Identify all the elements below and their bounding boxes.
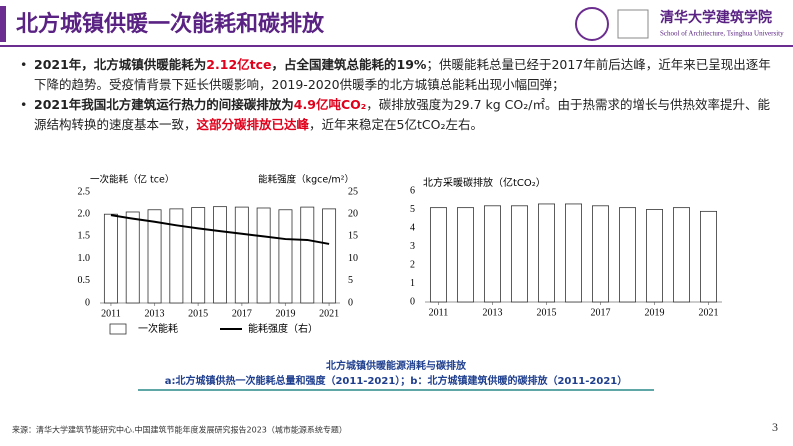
- legend-label: 能耗强度（右）: [248, 322, 318, 335]
- bullet-text: 2.12亿tce: [206, 57, 272, 72]
- bar: [429, 207, 447, 303]
- y-tick-label: 2.5: [78, 186, 91, 197]
- legend-label: 一次能耗: [138, 322, 178, 335]
- bar: [456, 207, 474, 303]
- bar: [256, 207, 271, 304]
- y-tick-label: 2: [410, 259, 415, 270]
- x-tick-label: 2021: [699, 307, 719, 318]
- bar: [191, 207, 206, 304]
- bullet-text: 4.9亿吨CO₂: [293, 97, 367, 112]
- caption-text: a:北方城镇供热一次能耗总量和强度（2011-2021）；b：北方城镇建筑供暖的…: [165, 374, 628, 387]
- line: [110, 214, 330, 245]
- bar: [125, 211, 140, 304]
- y2-tick-label: 25: [348, 186, 358, 197]
- bar: [234, 206, 249, 304]
- source: 来源：清华大学建筑节能研究中心.中国建筑节能年度发展研究报告2023（城市能源系…: [12, 425, 347, 435]
- title-accent: [0, 6, 6, 42]
- bar: [538, 203, 556, 303]
- bullet: 2021年我国北方建筑运行热力的间接碳排放为4.9亿吨CO₂，碳排放强度为29.…: [18, 95, 773, 135]
- bullet-text: 2021年我国北方建筑运行热力的间接碳排放为: [34, 97, 294, 112]
- y-axis-title: 一次能耗（亿 tce）: [90, 174, 174, 186]
- bullet-text: 这部分碳排放已达峰: [196, 117, 310, 132]
- bar: [565, 203, 583, 303]
- bar: [700, 210, 718, 303]
- bar: [300, 206, 315, 304]
- y-tick-label: 1: [410, 278, 415, 289]
- bar: [619, 207, 637, 303]
- bar: [278, 209, 293, 304]
- x-tick-label: 2015: [188, 308, 208, 319]
- x-tick-label: 2013: [483, 307, 503, 318]
- logo-emblem: [575, 7, 609, 41]
- legend-swatch: [109, 323, 127, 335]
- y2-tick-label: 0: [348, 297, 353, 308]
- bar: [510, 205, 528, 303]
- y-tick-label: 1.5: [78, 231, 91, 242]
- y-tick-label: 2.0: [78, 208, 91, 219]
- bullet-text: ，占全国建筑总能耗的19%: [271, 57, 427, 72]
- logo-subtitle: School of Architecture, Tsinghua Univers…: [660, 30, 784, 38]
- y-tick-label: 4: [410, 222, 415, 233]
- x-tick-label: 2011: [101, 308, 121, 319]
- bar: [322, 208, 337, 304]
- y-tick-label: 5: [410, 204, 415, 215]
- bullet: 2021年，北方城镇供暖能耗为2.12亿tce，占全国建筑总能耗的19%；供暖能…: [18, 55, 773, 95]
- y-tick-label: 0: [85, 297, 90, 308]
- x-tick-label: 2015: [537, 307, 557, 318]
- page-number: 3: [772, 420, 778, 434]
- x-tick-label: 2019: [275, 308, 295, 319]
- y-tick-label: 0: [410, 296, 415, 307]
- logo-building: [617, 9, 649, 39]
- logo-name: 清华大学建筑学院: [660, 9, 772, 26]
- chart-title: 北方采暖碳排放（亿tCO₂）: [423, 176, 546, 189]
- bar: [673, 207, 691, 303]
- x-tick-label: 2011: [429, 307, 449, 318]
- x-tick-label: 2017: [232, 308, 252, 319]
- y-tick-label: 1.0: [78, 253, 91, 264]
- y2-axis-title: 能耗强度（kgce/m²）: [258, 174, 354, 186]
- x-tick-label: 2013: [145, 308, 165, 319]
- y2-tick-label: 15: [348, 231, 358, 242]
- y2-tick-label: 10: [348, 253, 358, 264]
- bullet-text: ，近年来稳定在5亿tCO₂左右。: [309, 117, 483, 132]
- bullet-text: 2021年，北方城镇供暖能耗为: [34, 57, 207, 72]
- bullets: 2021年，北方城镇供暖能耗为2.12亿tce，占全国建筑总能耗的19%；供暖能…: [18, 55, 773, 135]
- y2-tick-label: 5: [348, 275, 353, 286]
- caption-title: 北方城镇供暖能源消耗与碳排放: [326, 359, 467, 372]
- y-tick-label: 0.5: [78, 275, 91, 286]
- slide-title: 北方城镇供暖一次能耗和碳排放: [16, 11, 325, 37]
- bar: [169, 208, 184, 304]
- bar: [646, 209, 664, 303]
- bar: [483, 205, 501, 303]
- bar: [147, 209, 162, 304]
- y-tick-label: 6: [410, 185, 415, 196]
- bullet-text: ，碳排放强度为29.7 kg CO₂/㎡。由于热需求的增长与供热效率提升、能源结…: [34, 97, 770, 132]
- x-tick-label: 2019: [645, 307, 665, 318]
- y2-tick-label: 20: [348, 208, 358, 219]
- y-tick-label: 3: [410, 241, 415, 252]
- bullet-text: ；供暖能耗总量已经于2017年前后达峰，近年来已呈现出逐年下降的趋势。受疫情背景…: [34, 57, 771, 92]
- x-tick-label: 2017: [591, 307, 611, 318]
- bar: [213, 206, 227, 304]
- bar: [103, 213, 118, 304]
- bar: [592, 205, 610, 303]
- x-tick-label: 2021: [319, 308, 339, 319]
